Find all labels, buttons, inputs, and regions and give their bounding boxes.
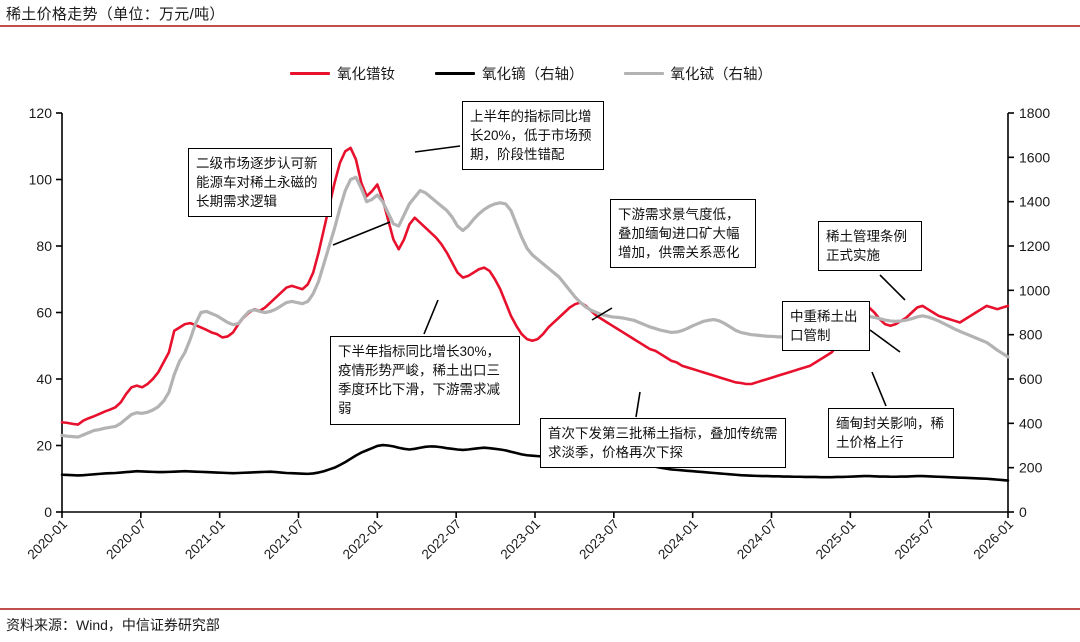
annotation-box-6: 中重稀土出口管制 bbox=[782, 301, 870, 352]
svg-text:600: 600 bbox=[1019, 371, 1043, 387]
source-note: 资料来源：Wind，中信证券研究部 bbox=[6, 617, 220, 633]
svg-text:60: 60 bbox=[36, 305, 52, 321]
svg-text:1600: 1600 bbox=[1019, 149, 1050, 165]
legend-item-dysprosium[interactable]: 氧化镝（右轴） bbox=[435, 63, 584, 84]
legend-swatch-red bbox=[290, 71, 330, 76]
svg-text:1200: 1200 bbox=[1019, 238, 1050, 254]
annotation-box-2: 上半年的指标同比增长20%，低于市场预期，阶段性错配 bbox=[462, 101, 604, 171]
legend-label-praseodymium-neodymium: 氧化镨钕 bbox=[337, 67, 395, 83]
svg-text:1000: 1000 bbox=[1019, 282, 1050, 298]
annotation-box-4: 下游需求景气度低，叠加缅甸进口矿大幅增加，供需关系恶化 bbox=[610, 199, 756, 269]
top-divider bbox=[0, 25, 1080, 27]
svg-text:0: 0 bbox=[44, 504, 52, 520]
svg-text:120: 120 bbox=[29, 105, 53, 121]
svg-text:0: 0 bbox=[1019, 504, 1027, 520]
chart-legend: 氧化镨钕 氧化镝（右轴） 氧化铽（右轴） bbox=[290, 63, 772, 84]
annotation-box-7: 稀土管理条例正式实施 bbox=[818, 221, 922, 272]
legend-item-terbium[interactable]: 氧化铽（右轴） bbox=[623, 63, 773, 84]
svg-text:400: 400 bbox=[1019, 415, 1043, 431]
svg-text:40: 40 bbox=[36, 371, 52, 387]
annotation-box-8: 缅甸封关影响，稀土价格上行 bbox=[828, 408, 954, 459]
svg-text:20: 20 bbox=[36, 438, 52, 454]
svg-text:100: 100 bbox=[29, 172, 53, 188]
svg-text:800: 800 bbox=[1019, 327, 1043, 343]
legend-item-praseodymium-neodymium[interactable]: 氧化镨钕 bbox=[290, 63, 395, 84]
svg-text:80: 80 bbox=[36, 238, 52, 254]
legend-swatch-gray bbox=[623, 71, 664, 76]
page-title: 稀土价格走势（单位：万元/吨） bbox=[6, 6, 225, 23]
annotation-box-5: 首次下发第三批稀土指标，叠加传统需求淡季，价格再次下探 bbox=[540, 418, 786, 469]
svg-text:1800: 1800 bbox=[1019, 105, 1050, 121]
legend-label-dysprosium: 氧化镝（右轴） bbox=[482, 67, 584, 83]
annotation-box-1: 二级市场逐步认可新能源车对稀土永磁的长期需求逻辑 bbox=[188, 148, 332, 218]
svg-text:1400: 1400 bbox=[1019, 194, 1050, 210]
annotation-box-3: 下半年指标同比增长30%，疫情形势严峻，稀土出口三季度环比下滑，下游需求减弱 bbox=[330, 336, 520, 425]
bottom-divider bbox=[0, 608, 1080, 610]
legend-label-terbium: 氧化铽（右轴） bbox=[670, 67, 773, 83]
svg-text:200: 200 bbox=[1019, 460, 1043, 476]
legend-swatch-black bbox=[435, 71, 475, 76]
